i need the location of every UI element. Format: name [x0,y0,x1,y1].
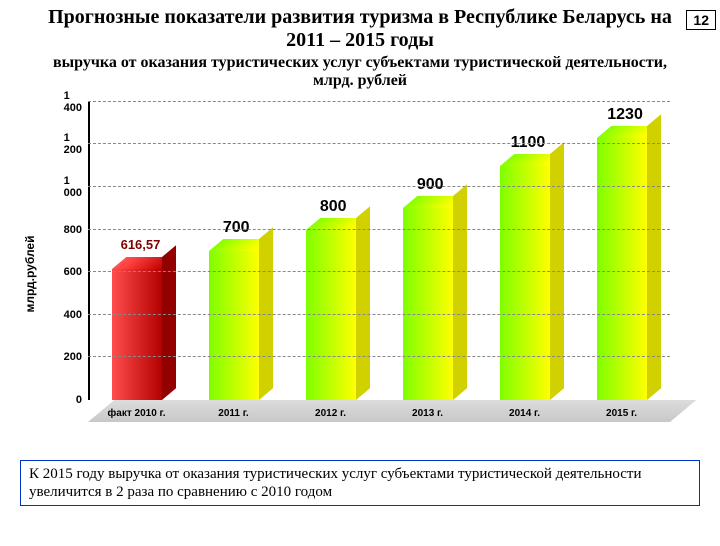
gridline [88,101,670,102]
y-tick-label: 1 000 [64,175,82,199]
gridline [88,229,670,230]
x-category-label: 2011 г. [218,408,248,419]
bar-front [209,251,259,400]
bar: 7002011 г. [209,251,259,400]
gridline [88,356,670,357]
bar-front [112,269,162,400]
gridline [88,186,670,187]
bar-side-face [356,206,370,400]
y-tick-label: 1 200 [64,132,82,156]
y-tick-label: 400 [64,309,82,321]
bar-front [500,166,550,400]
x-category-label: 2015 г. [606,408,637,419]
bar: 12302015 г. [597,138,647,400]
bar-front [306,230,356,400]
caption-box: К 2015 году выручка от оказания туристич… [20,460,700,506]
y-tick-label: 800 [64,224,82,236]
chart-area: млрд.рублей 616,57факт 2010 г.7002011 г.… [40,97,680,452]
x-category-label: 2014 г. [509,408,540,419]
y-tick-label: 1 400 [64,90,82,114]
gridline [88,314,670,315]
bar-value-label: 616,57 [121,237,161,252]
main-title: Прогнозные показатели развития туризма в… [30,6,690,52]
x-category-label: 2012 г. [315,408,346,419]
bar: 11002014 г. [500,166,550,400]
bar: 8002012 г. [306,230,356,400]
page-number-badge: 12 [686,10,716,30]
bar-front [597,138,647,400]
bar: 616,57факт 2010 г. [112,269,162,400]
y-tick-label: 200 [64,351,82,363]
x-category-label: факт 2010 г. [108,408,166,419]
bar-value-label: 1230 [607,106,643,124]
x-category-label: 2013 г. [412,408,443,419]
y-axis-label: млрд.рублей [23,236,37,313]
bars-container: 616,57факт 2010 г. 7002011 г. 8002012 г. 90… [88,102,670,400]
plot-region: 616,57факт 2010 г.7002011 г.8002012 г.90… [88,102,670,422]
bar-side-face [453,184,467,399]
chart-floor [88,400,696,422]
gridline [88,143,670,144]
bar-value-label: 800 [320,198,347,216]
y-tick-label: 600 [64,266,82,278]
y-tick-label: 0 [76,394,82,406]
bar: 9002013 г. [403,208,453,400]
subtitle: выручка от оказания туристических услуг … [40,54,680,91]
bar-side-face [162,245,176,400]
gridline [88,271,670,272]
bar-front [403,208,453,400]
